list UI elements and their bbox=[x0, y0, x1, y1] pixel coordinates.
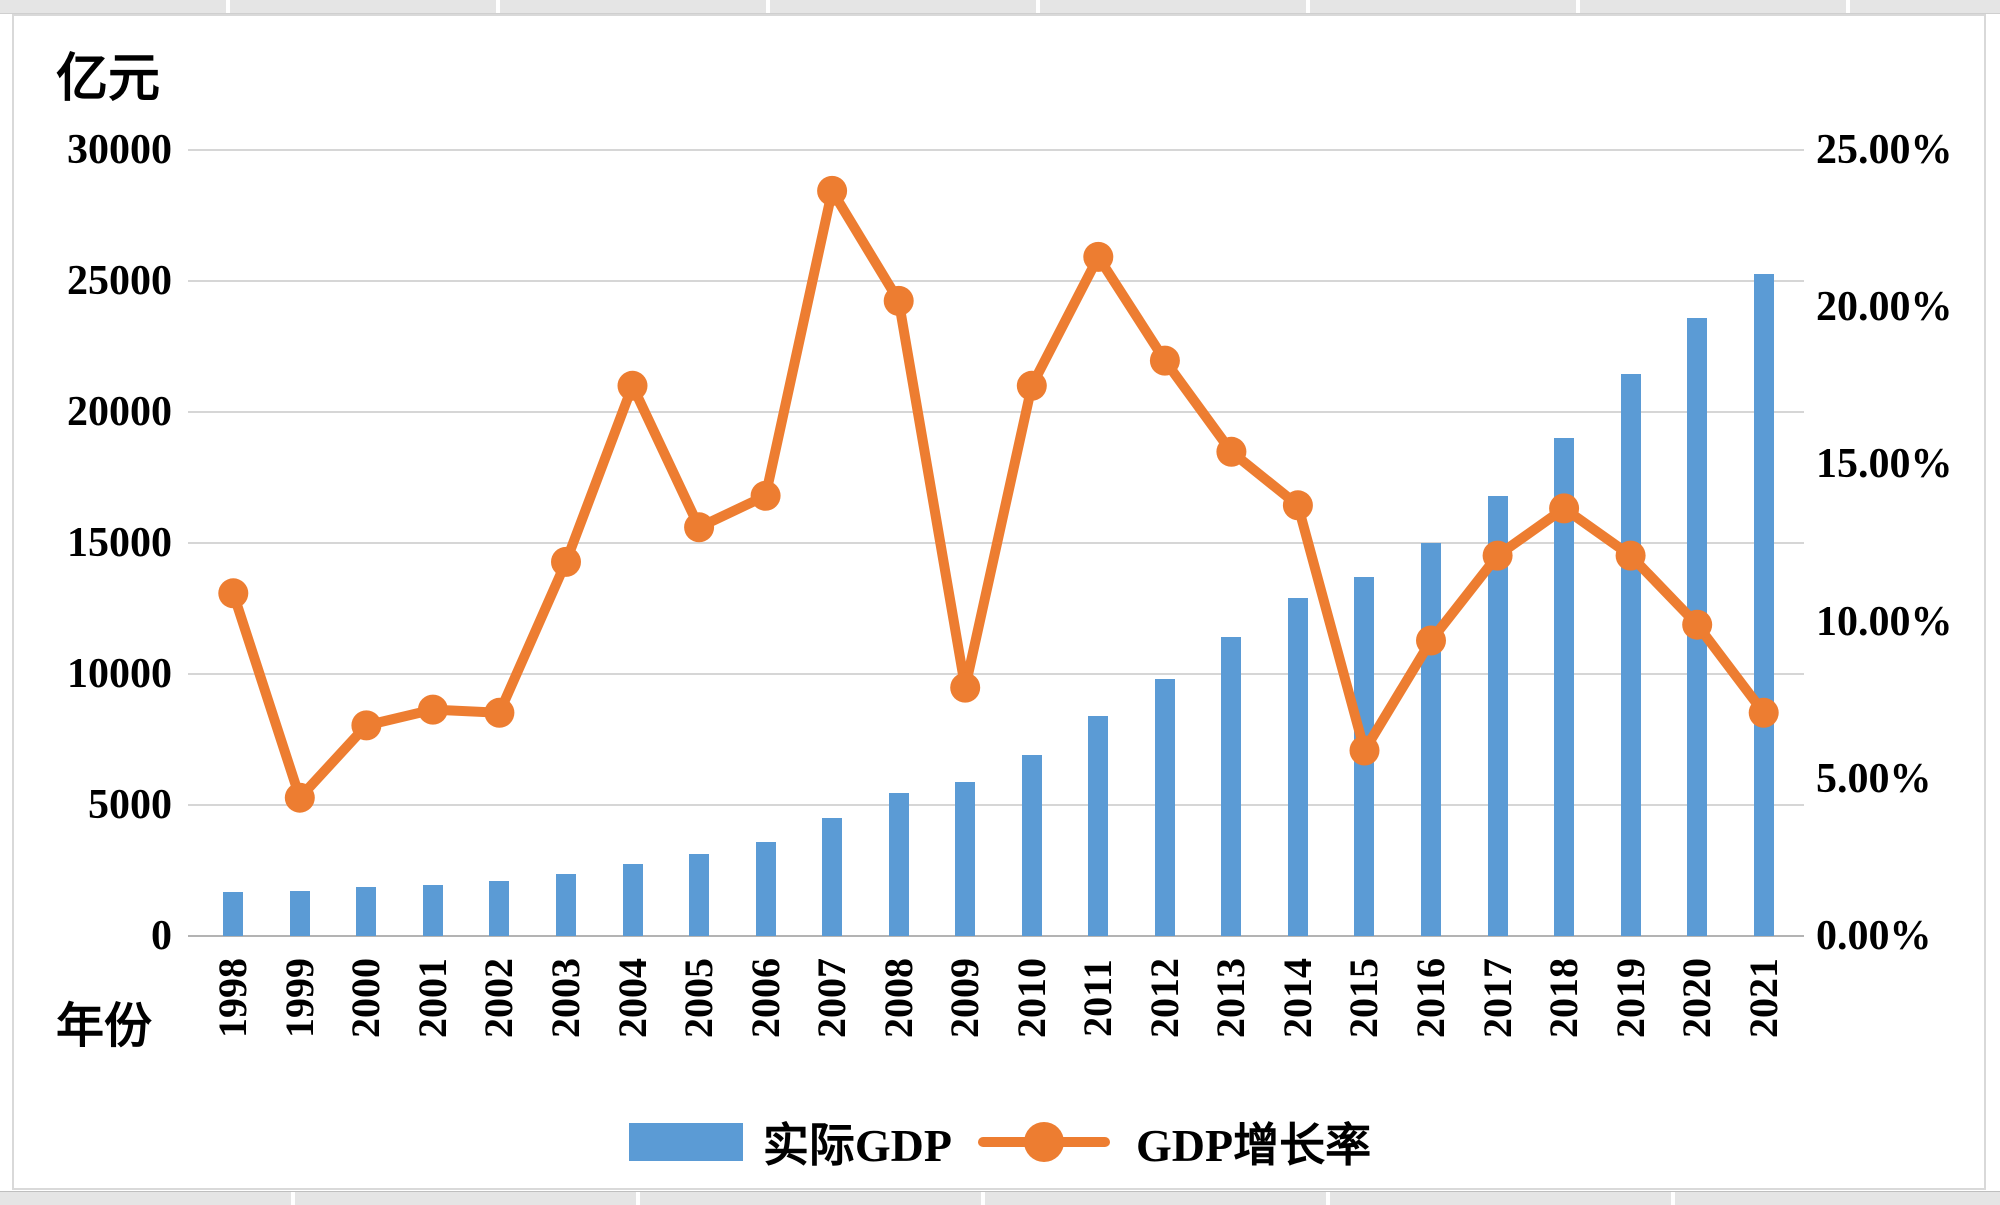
year-label-2007: 2007 bbox=[809, 958, 855, 1038]
gridline bbox=[188, 280, 1804, 282]
left-axis-tick-label: 15000 bbox=[67, 520, 172, 566]
right-axis-tick-label: 5.00% bbox=[1816, 755, 1932, 802]
gdp-bar-2021 bbox=[1753, 273, 1774, 936]
worksheet-cell-border bbox=[1576, 0, 1580, 13]
gdp-bar-1998 bbox=[223, 892, 244, 936]
left-axis-tick-label: 0 bbox=[151, 913, 172, 959]
year-label-2000: 2000 bbox=[343, 958, 389, 1038]
gridline bbox=[188, 411, 1804, 413]
worksheet-cell-border bbox=[1326, 1192, 1330, 1205]
year-label-2015: 2015 bbox=[1341, 958, 1387, 1038]
left-axis-tick-label: 10000 bbox=[67, 651, 172, 697]
gdp-bar-2012 bbox=[1154, 679, 1175, 936]
worksheet-cell-border bbox=[1036, 0, 1040, 13]
year-label-2019: 2019 bbox=[1607, 958, 1653, 1038]
right-axis-tick-label: 20.00% bbox=[1816, 284, 1953, 331]
gdp-bar-2004 bbox=[622, 864, 643, 936]
gdp-bar-2005 bbox=[689, 854, 710, 936]
worksheet-cells-strip-top bbox=[0, 0, 2000, 14]
gdp-bar-2007 bbox=[822, 817, 843, 936]
year-label-2017: 2017 bbox=[1474, 958, 1520, 1038]
worksheet-cells-strip-bottom bbox=[0, 1191, 2000, 1205]
gdp-bar-2002 bbox=[489, 881, 510, 936]
year-label-2006: 2006 bbox=[742, 958, 788, 1038]
right-axis-tick-label: 0.00% bbox=[1816, 913, 1932, 959]
x-axis-title: 年份 bbox=[56, 1000, 153, 1053]
legend-bar-swatch bbox=[628, 1123, 743, 1161]
chart-legend: 实际GDP GDP增长率 bbox=[0, 1112, 2000, 1172]
year-label-2016: 2016 bbox=[1408, 958, 1454, 1038]
year-label-2011: 2011 bbox=[1075, 959, 1121, 1037]
gdp-bar-2011 bbox=[1088, 716, 1109, 936]
gdp-bar-2010 bbox=[1021, 754, 1042, 936]
year-label-2005: 2005 bbox=[676, 958, 722, 1038]
worksheet-cell-border bbox=[766, 0, 770, 13]
year-label-2014: 2014 bbox=[1274, 958, 1320, 1038]
year-label-2001: 2001 bbox=[409, 958, 455, 1038]
gdp-bar-2009 bbox=[955, 781, 976, 936]
legend-line-dot bbox=[1024, 1122, 1064, 1162]
left-axis-tick-label: 20000 bbox=[67, 389, 172, 435]
year-label-2004: 2004 bbox=[609, 958, 655, 1038]
gdp-bar-2017 bbox=[1487, 496, 1508, 936]
gdp-bar-2001 bbox=[422, 884, 443, 936]
year-label-2010: 2010 bbox=[1008, 958, 1054, 1038]
left-axis-tick-label: 25000 bbox=[67, 258, 172, 304]
year-label-2021: 2021 bbox=[1740, 958, 1786, 1038]
worksheet-cell-border bbox=[636, 1192, 640, 1205]
year-label-2008: 2008 bbox=[875, 958, 921, 1038]
legend-line-marker-icon bbox=[978, 1119, 1110, 1165]
left-axis-title: 亿元 bbox=[56, 51, 161, 108]
year-label-1999: 1999 bbox=[276, 958, 322, 1038]
left-axis-tick-label: 30000 bbox=[67, 127, 172, 173]
year-label-2003: 2003 bbox=[542, 958, 588, 1038]
gdp-bar-2000 bbox=[356, 887, 377, 936]
gdp-bar-2003 bbox=[555, 873, 576, 936]
gdp-bar-2014 bbox=[1287, 598, 1308, 936]
gdp-bar-2018 bbox=[1554, 437, 1575, 936]
year-label-2002: 2002 bbox=[476, 958, 522, 1038]
year-label-2012: 2012 bbox=[1141, 958, 1187, 1038]
worksheet-cell-border bbox=[981, 1192, 985, 1205]
legend-line-label: GDP增长率 bbox=[1136, 1120, 1372, 1171]
year-label-2020: 2020 bbox=[1674, 958, 1720, 1038]
gdp-bar-2006 bbox=[755, 842, 776, 936]
right-axis-tick-label: 10.00% bbox=[1816, 598, 1953, 645]
worksheet-cell-border bbox=[1306, 0, 1310, 13]
right-axis-tick-label: 15.00% bbox=[1816, 441, 1953, 488]
left-axis-tick-label: 5000 bbox=[88, 782, 172, 828]
right-axis-tick-label: 25.00% bbox=[1816, 127, 1953, 173]
gdp-bar-2008 bbox=[888, 793, 909, 936]
year-label-2009: 2009 bbox=[942, 958, 988, 1038]
worksheet-cell-border bbox=[226, 0, 230, 13]
year-label-2013: 2013 bbox=[1208, 958, 1254, 1038]
year-label-1998: 1998 bbox=[210, 958, 256, 1038]
gdp-bar-2015 bbox=[1354, 576, 1375, 936]
gdp-bar-2016 bbox=[1421, 543, 1442, 936]
worksheet-cell-border bbox=[496, 0, 500, 13]
worksheet-cell-border bbox=[1671, 1192, 1675, 1205]
gridline bbox=[188, 149, 1804, 151]
worksheet-cell-border bbox=[291, 1192, 295, 1205]
gdp-bar-2019 bbox=[1620, 374, 1641, 936]
worksheet-cell-border bbox=[1846, 0, 1850, 13]
x-axis-line bbox=[188, 935, 1804, 937]
legend-bar-label: 实际GDP bbox=[762, 1120, 952, 1171]
gdp-bar-2013 bbox=[1221, 637, 1242, 936]
gridline bbox=[188, 804, 1804, 806]
gdp-bar-2020 bbox=[1687, 318, 1708, 936]
year-label-2018: 2018 bbox=[1541, 958, 1587, 1038]
gdp-bar-1999 bbox=[289, 890, 310, 936]
